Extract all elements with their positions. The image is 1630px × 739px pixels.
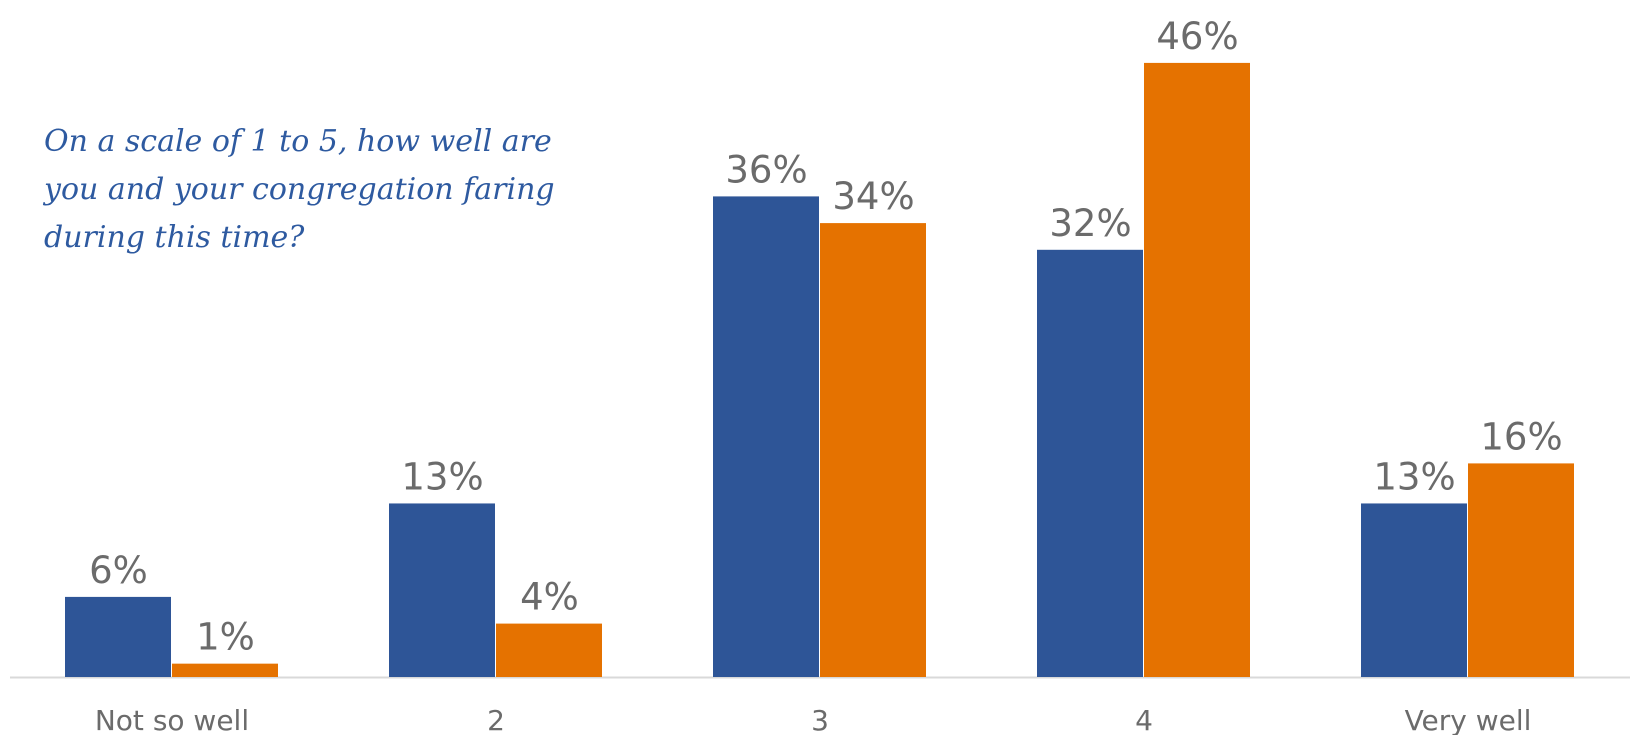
- data-label: 1%: [196, 616, 255, 659]
- bar-series-a-0: [65, 596, 171, 677]
- data-label: 13%: [1373, 455, 1455, 498]
- bar-series-b-1: [496, 623, 602, 677]
- data-label: 4%: [520, 576, 579, 619]
- data-label: 13%: [401, 455, 483, 498]
- survey-question: On a scale of 1 to 5, how well are you a…: [44, 124, 555, 255]
- data-label: 32%: [1049, 202, 1131, 245]
- data-label: 16%: [1480, 415, 1562, 458]
- data-label: 6%: [89, 549, 148, 592]
- x-tick-label: 3: [811, 704, 829, 735]
- data-label: 36%: [725, 148, 807, 191]
- bar-series-a-1: [389, 503, 495, 677]
- bar-series-b-0: [172, 663, 278, 677]
- bar-series-b-4: [1468, 463, 1574, 677]
- bar-series-a-4: [1361, 503, 1467, 677]
- data-label: 46%: [1156, 15, 1238, 58]
- x-tick-label: Very well: [1405, 704, 1532, 735]
- bar-series-a-2: [713, 196, 819, 677]
- bar-series-b-3: [1144, 62, 1250, 677]
- bar-series-a-3: [1037, 249, 1143, 678]
- x-tick-label: 4: [1135, 704, 1153, 735]
- x-tick-label: 2: [487, 704, 505, 735]
- data-label: 34%: [832, 175, 914, 218]
- x-tick-label: Not so well: [95, 704, 249, 735]
- bar-series-b-2: [820, 223, 926, 677]
